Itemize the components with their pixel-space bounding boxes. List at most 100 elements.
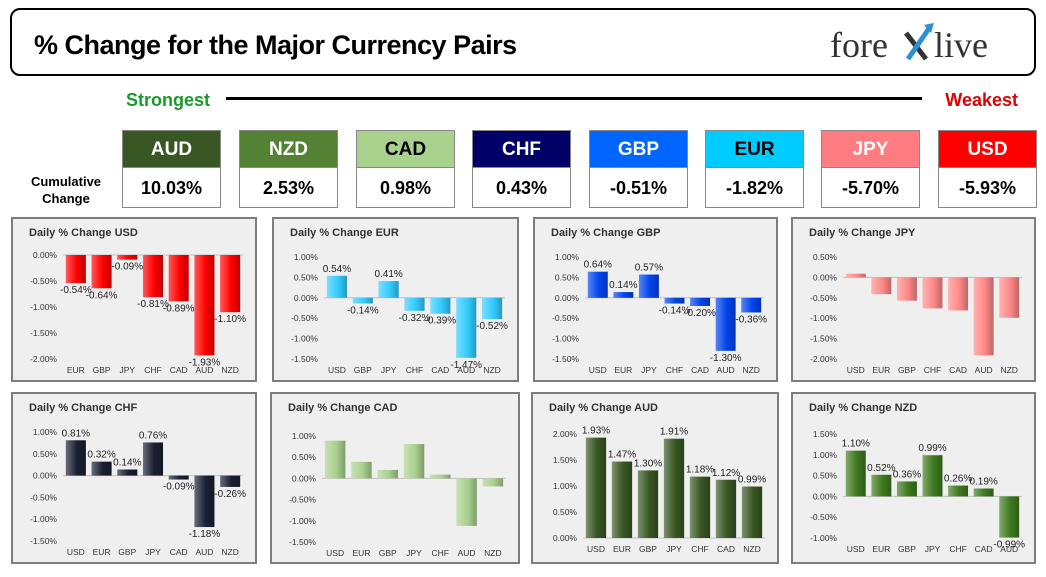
x-tick-label: EUR [872, 544, 890, 554]
x-tick-label: CAD [975, 544, 993, 554]
y-tick-label: -1.00% [291, 334, 318, 344]
bar-cad [973, 488, 994, 497]
cumulative-value: 10.03% [122, 168, 221, 208]
bar-gbp [377, 469, 398, 479]
bar-aud [999, 496, 1020, 538]
data-label: -0.26% [214, 489, 246, 500]
bar-gbp [637, 470, 659, 538]
chart-title: Daily % Change GBP [551, 227, 661, 239]
bar-usd [326, 275, 348, 298]
x-tick-label: GBP [379, 548, 397, 558]
currency-tile-gbp: GBP -0.51% [589, 130, 688, 208]
y-tick-label: -0.50% [810, 512, 837, 522]
y-tick-label: -0.50% [552, 313, 579, 323]
y-tick-label: -1.00% [810, 313, 837, 323]
chart-panel-usd: Daily % Change USD 0.00% -0.50% -1.00% -1.5… [11, 217, 257, 382]
bar-nzd [741, 297, 762, 313]
bar-nzd [999, 277, 1020, 318]
data-label: 0.81% [62, 428, 90, 439]
chart-title: Daily % Change CAD [288, 402, 398, 414]
x-tick-label: NZD [743, 544, 760, 554]
currency-code: CAD [356, 130, 455, 168]
bar-cad [715, 479, 737, 538]
data-label: 0.14% [113, 457, 141, 468]
chart-panel-chf: Daily % Change CHF 1.00% 0.50% 0.00% -0.50%… [11, 392, 257, 564]
page-title: % Change for the Major Currency Pairs [34, 30, 517, 60]
currency-tile-nzd: NZD 2.53% [239, 130, 338, 208]
bar-eur [871, 474, 892, 497]
data-label: -0.09% [163, 482, 195, 493]
x-tick-label: CAD [170, 365, 188, 375]
x-tick-label: USD [589, 365, 607, 375]
chart-aud: 2.00% 1.50% 1.00% 0.50% 0.00% USD 1.93% EUR 1.47… [553, 426, 766, 554]
chart-panel-nzd: Daily % Change NZD 1.50% 1.00% 0.50% 0.00% -… [791, 392, 1036, 564]
bar-aud [456, 297, 477, 358]
x-tick-label: NZD [1000, 365, 1017, 375]
bar-nzd [220, 255, 241, 313]
data-label: 0.36% [893, 469, 921, 480]
x-tick-label: CHF [949, 544, 966, 554]
chart-title: Daily % Change JPY [809, 227, 916, 239]
cumulative-change-label: Cumulative Change [20, 173, 112, 207]
currency-tile-aud: AUD 10.03% [122, 130, 221, 208]
bar-jpy [663, 438, 685, 538]
x-tick-label: JPY [145, 547, 161, 557]
data-label: 1.93% [582, 426, 610, 437]
x-tick-label: USD [587, 544, 605, 554]
y-tick-label: 1.00% [553, 481, 578, 491]
x-tick-label: AUD [195, 547, 213, 557]
x-tick-label: EUR [613, 544, 631, 554]
currency-tile-chf: CHF 0.43% [472, 130, 571, 208]
data-label: -0.64% [86, 290, 118, 301]
bar-chf [948, 485, 969, 497]
bar-cad [168, 255, 189, 302]
y-tick-label: 0.50% [553, 507, 578, 517]
logo-x-mark [904, 23, 934, 61]
currency-code: GBP [589, 130, 688, 168]
bar-eur [65, 255, 86, 284]
bar-usd [65, 440, 86, 476]
bar-jpy [142, 442, 164, 476]
cumulative-value: -5.93% [938, 168, 1037, 208]
bar-eur [613, 292, 634, 298]
cumulative-value: -0.51% [589, 168, 688, 208]
chart-title: Daily % Change CHF [29, 402, 138, 414]
bar-eur [871, 277, 892, 295]
bar-usd [324, 440, 346, 479]
y-tick-label: -1.50% [552, 354, 579, 364]
data-label: 0.14% [609, 280, 637, 291]
y-tick-label: 0.00% [553, 533, 578, 543]
cumulative-value: -5.70% [821, 168, 920, 208]
y-tick-label: 1.00% [292, 431, 317, 441]
x-tick-label: AUD [717, 365, 735, 375]
currency-tile-eur: EUR -1.82% [705, 130, 804, 208]
data-label: 0.19% [969, 476, 997, 487]
bar-usd [585, 437, 607, 538]
x-tick-label: CHF [691, 544, 708, 554]
data-label: 0.64% [584, 260, 612, 271]
y-tick-label: 0.00% [813, 491, 838, 501]
chart-title: Daily % Change EUR [290, 227, 399, 239]
chart-jpy: 0.50% 0.00% -0.50% -1.00% -1.50% -2.00% USD EUR… [810, 252, 1022, 375]
y-tick-label: -1.00% [289, 516, 316, 526]
chart-title: Daily % Change AUD [549, 402, 659, 414]
chart-eur: 1.00% 0.50% 0.00% -0.50% -1.00% -1.50% USD 0.54… [291, 252, 508, 375]
x-tick-label: CAD [691, 365, 709, 375]
cumulative-value: -1.82% [705, 168, 804, 208]
x-tick-label: JPY [641, 365, 657, 375]
y-tick-label: 0.50% [294, 272, 319, 282]
data-label: 1.30% [634, 458, 662, 469]
y-tick-label: -1.00% [30, 302, 57, 312]
chart-panel-eur: Daily % Change EUR 1.00% 0.50% 0.00% -0.50%… [272, 217, 519, 382]
x-tick-label: GBP [93, 365, 111, 375]
currency-tile-cad: CAD 0.98% [356, 130, 455, 208]
bar-usd [845, 450, 866, 497]
bar-nzd [481, 297, 503, 320]
x-tick-label: EUR [93, 547, 111, 557]
x-tick-label: USD [67, 547, 85, 557]
y-tick-label: 1.00% [294, 252, 319, 262]
y-tick-label: 0.00% [813, 272, 838, 282]
x-tick-label: USD [326, 548, 344, 558]
y-tick-label: -0.50% [30, 492, 57, 502]
y-tick-label: -1.50% [30, 328, 57, 338]
